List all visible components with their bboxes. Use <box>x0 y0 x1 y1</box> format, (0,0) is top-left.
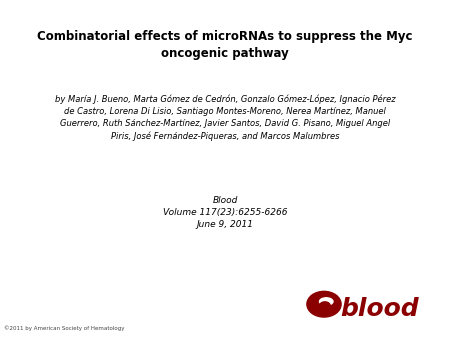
Circle shape <box>320 302 330 310</box>
Ellipse shape <box>320 298 333 305</box>
Text: Combinatorial effects of microRNAs to suppress the Myc
oncogenic pathway: Combinatorial effects of microRNAs to su… <box>37 30 413 60</box>
Text: ©2011 by American Society of Hematology: ©2011 by American Society of Hematology <box>4 325 125 331</box>
Text: Blood
Volume 117(23):6255-6266
June 9, 2011: Blood Volume 117(23):6255-6266 June 9, 2… <box>163 196 287 230</box>
Circle shape <box>307 291 341 317</box>
Text: blood: blood <box>340 297 418 321</box>
Text: by María J. Bueno, Marta Gómez de Cedrón, Gonzalo Gómez-López, Ignacio Pérez
de : by María J. Bueno, Marta Gómez de Cedrón… <box>55 95 395 141</box>
